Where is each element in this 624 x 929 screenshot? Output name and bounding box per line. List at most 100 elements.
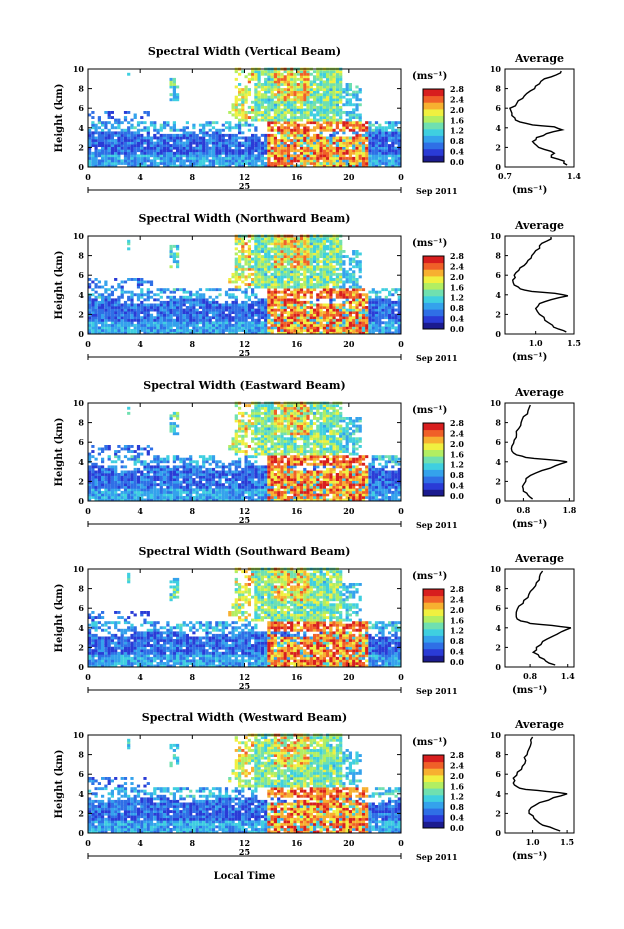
heatmap-cell — [146, 293, 150, 297]
heatmap-cell — [316, 156, 320, 160]
heatmap-cell — [228, 154, 232, 158]
heatmap-cell — [335, 262, 339, 266]
heatmap-cell — [97, 285, 101, 289]
heatmap-cell — [384, 159, 388, 163]
heatmap-cell — [192, 298, 196, 302]
heatmap-cell — [322, 88, 326, 91]
heatmap-cell — [270, 293, 274, 297]
heatmap-cell — [88, 139, 92, 142]
heatmap-cell — [146, 154, 150, 158]
heatmap-cell — [166, 329, 170, 332]
colorbar-unit: (ms⁻¹) — [412, 71, 447, 82]
heatmap-cell — [286, 260, 291, 264]
heatmap-cell — [391, 154, 395, 158]
heatmap-cell — [198, 318, 203, 322]
heatmap-cell — [251, 318, 255, 322]
heatmap-cell — [234, 105, 238, 109]
heatmap-cell — [254, 105, 258, 109]
heatmap-cell — [352, 250, 356, 253]
heatmap-cell — [273, 128, 277, 132]
heatmap-cell — [130, 154, 134, 158]
heatmap-cell — [130, 493, 134, 497]
heatmap-cell — [123, 128, 128, 132]
heatmap-cell — [342, 123, 346, 127]
heatmap-cell — [299, 116, 304, 119]
heatmap-cell — [388, 131, 392, 135]
heatmap-cell — [283, 329, 287, 332]
heatmap-cell — [358, 88, 362, 91]
heatmap-cell — [91, 493, 95, 497]
heatmap-cell — [332, 283, 336, 286]
heatmap-cell — [91, 300, 95, 304]
heatmap-cell — [306, 285, 310, 289]
heatmap-cell — [267, 98, 271, 102]
heatmap-cell — [136, 321, 141, 325]
heatmap-cell — [319, 265, 323, 269]
heatmap-cell — [332, 95, 336, 99]
heatmap-cell — [280, 133, 284, 137]
heatmap-cell — [185, 298, 189, 302]
heatmap-cell — [208, 321, 212, 325]
heatmap-cell — [143, 465, 147, 469]
heatmap-cell — [267, 293, 271, 297]
heatmap-cell — [264, 98, 268, 102]
heatmap-cell — [332, 272, 336, 276]
heatmap-cell — [234, 164, 238, 168]
heatmap-cell — [88, 465, 92, 469]
heatmap-cell — [215, 121, 219, 125]
heatmap-cell — [293, 247, 297, 251]
heatmap-cell — [260, 316, 264, 320]
heatmap-cell — [264, 85, 268, 89]
heatmap-cell — [313, 272, 317, 276]
heatmap-cell — [358, 321, 362, 325]
heatmap-cell — [238, 326, 242, 330]
heatmap-cell — [368, 149, 372, 153]
heatmap-cell — [104, 300, 108, 304]
heatmap-cell — [322, 323, 326, 327]
heatmap-cell — [371, 146, 375, 150]
heatmap-cell — [319, 318, 323, 322]
heatmap-cell — [224, 139, 229, 142]
heatmap-cell — [322, 247, 326, 251]
heatmap-cell — [169, 329, 173, 332]
heatmap-cell — [107, 156, 111, 160]
heatmap-cell — [296, 98, 300, 102]
heatmap-cell — [280, 247, 284, 251]
heatmap-cell — [303, 133, 307, 137]
heatmap-cell — [339, 262, 343, 266]
heatmap-cell — [172, 290, 176, 294]
y-tick-label: 8 — [78, 84, 84, 94]
heatmap-cell — [326, 144, 330, 147]
heatmap-cell — [316, 118, 320, 122]
heatmap-cell — [270, 331, 274, 335]
heatmap-cell — [388, 126, 392, 130]
heatmap-cell — [110, 475, 114, 479]
heatmap-cell — [149, 485, 154, 489]
heatmap-cell — [277, 70, 281, 74]
heatmap-cell — [260, 242, 264, 246]
heatmap-cell — [192, 164, 196, 168]
heatmap-cell — [104, 326, 108, 330]
heatmap-cell — [352, 321, 356, 325]
heatmap-cell — [159, 493, 163, 497]
heatmap-cell — [107, 447, 111, 451]
heatmap-cell — [257, 331, 261, 335]
heatmap-cell — [88, 329, 92, 332]
heatmap-cell — [251, 331, 255, 335]
heatmap-cell — [120, 293, 124, 297]
heatmap-cell — [104, 280, 108, 284]
heatmap-cell — [388, 136, 392, 140]
heatmap-cell — [394, 133, 398, 137]
heatmap-cell — [329, 70, 333, 74]
heatmap-cell — [189, 329, 193, 332]
heatmap-cell — [208, 154, 212, 158]
heatmap-cell — [303, 75, 307, 79]
heatmap-cell — [264, 331, 268, 335]
heatmap-cell — [146, 485, 150, 489]
heatmap-cell — [254, 252, 258, 256]
heatmap-cell — [107, 154, 111, 158]
heatmap-cell — [277, 146, 281, 150]
heatmap-cell — [156, 164, 160, 168]
heatmap-cell — [345, 280, 349, 284]
heatmap-cell — [247, 77, 251, 81]
